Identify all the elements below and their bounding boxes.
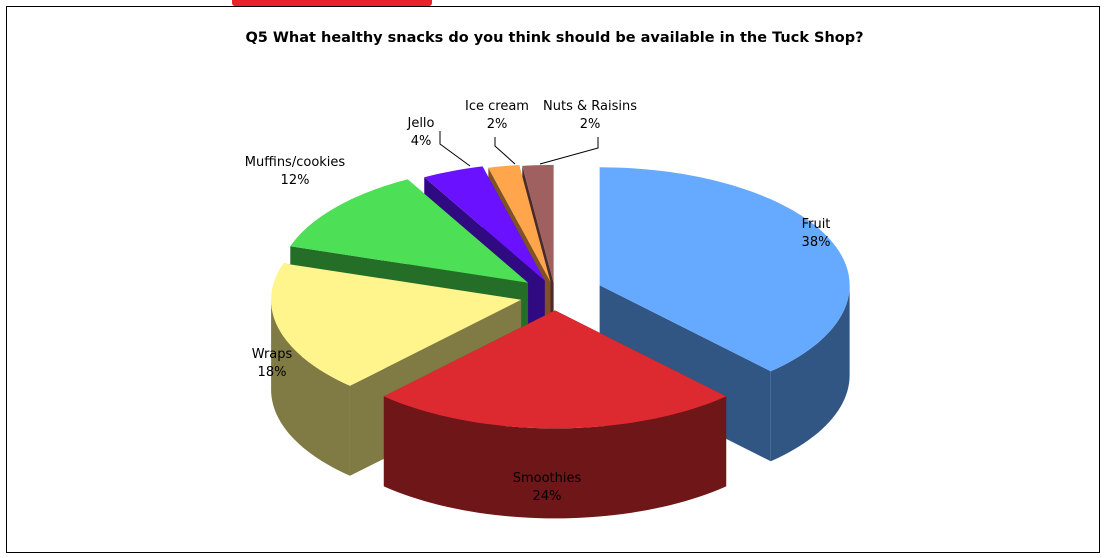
value-label-muffins-cookies: 12% (281, 173, 310, 188)
value-label-jello: 4% (411, 134, 432, 149)
chart-title: Q5 What healthy snacks do you think shou… (245, 30, 864, 46)
label-muffins-cookies: Muffins/cookies (245, 155, 346, 170)
header-fragment (232, 0, 432, 6)
label-smoothies: Smoothies (513, 471, 582, 486)
slice-fruit (599, 167, 850, 372)
value-label-smoothies: 24% (533, 489, 562, 504)
label-jello: Jello (406, 116, 434, 131)
value-label-fruit: 38% (802, 235, 831, 250)
label-nuts-raisins: Nuts & Raisins (543, 99, 637, 114)
value-label-nuts-raisins: 2% (580, 117, 601, 132)
slice-ice-cream (488, 164, 551, 283)
label-ice-cream: Ice cream (465, 99, 529, 114)
label-wraps: Wraps (252, 347, 293, 362)
slice-nuts-raisins (522, 164, 554, 283)
value-label-ice-cream: 2% (487, 117, 508, 132)
top-strip (0, 0, 1109, 8)
slice-muffins-cookies (290, 179, 529, 283)
label-fruit: Fruit (802, 217, 831, 232)
leader-line-ice-cream (494, 137, 516, 165)
leader-line-nuts-raisins (539, 137, 599, 165)
leader-line-jello (439, 131, 471, 167)
slice-wraps (271, 263, 522, 386)
slice-smoothies (383, 310, 727, 429)
slice-jello (424, 166, 545, 281)
value-label-wraps: 18% (258, 365, 287, 380)
